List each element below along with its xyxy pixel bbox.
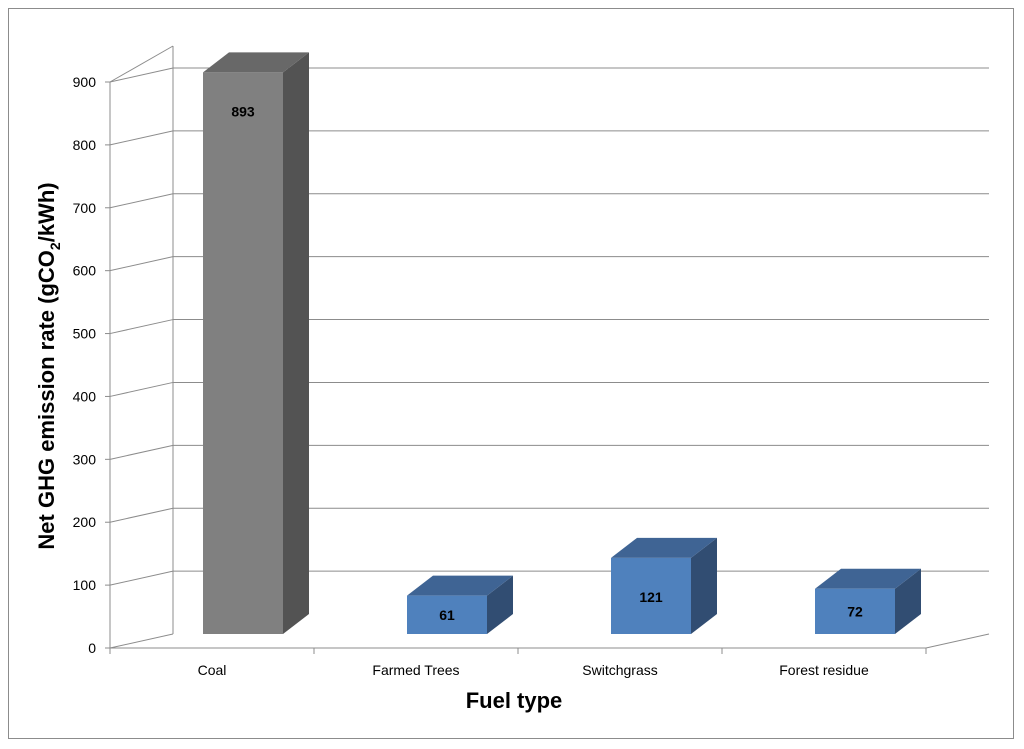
y-tick-label: 800 [73, 137, 97, 153]
bar [407, 595, 487, 634]
gridline-side [109, 319, 174, 335]
data-label: 121 [639, 589, 663, 605]
y-tick-label: 700 [73, 200, 97, 216]
y-tick-label: 500 [73, 326, 97, 342]
bar-side [895, 568, 921, 634]
x-axis-title: Fuel type [466, 688, 563, 713]
bar-side [691, 537, 717, 634]
y-axis-title: Net GHG emission rate (gCO2/kWh) [34, 182, 63, 549]
gridline-side [109, 507, 174, 523]
floor-edge [110, 633, 990, 649]
bar [203, 72, 283, 634]
gridline-side [109, 633, 174, 649]
gridline-side [109, 381, 174, 397]
bar-side [487, 575, 513, 634]
gridline-side [109, 444, 174, 460]
y-axis-title-main: Net GHG emission rate (gCO [34, 250, 59, 550]
y-axis-title-unit: /kWh) [34, 182, 59, 242]
x-tick-label: Coal [198, 662, 227, 678]
bar [611, 557, 691, 634]
data-label: 72 [847, 603, 863, 619]
bar-top [815, 568, 921, 589]
bar [815, 588, 895, 634]
gridline-side [109, 45, 174, 83]
y-tick-label: 300 [73, 451, 97, 467]
y-tick-label: 900 [73, 74, 97, 90]
y-axis-title-subscript: 2 [47, 242, 63, 250]
y-tick-label: 0 [88, 640, 96, 656]
y-tick-label: 100 [73, 577, 97, 593]
y-tick-label: 200 [73, 514, 97, 530]
bars-layer [203, 52, 921, 634]
gridline-side [109, 256, 174, 272]
bar-top [407, 575, 513, 596]
gridline-side [109, 67, 174, 83]
bar-top [203, 52, 309, 73]
bar-top [611, 537, 717, 558]
data-label: 61 [439, 607, 455, 623]
x-tick-label: Forest residue [779, 662, 869, 678]
gridline-side [109, 130, 174, 146]
x-tick-label: Farmed Trees [372, 662, 459, 678]
y-tick-label: 600 [73, 263, 97, 279]
y-tick-label: 400 [73, 388, 97, 404]
labels-layer: 0 100 200 300 400 500 600 700 800 900 Coal Farmed T… [73, 74, 869, 678]
gridline-side [109, 193, 174, 209]
data-label: 893 [231, 103, 255, 119]
gridline-side [109, 570, 174, 586]
x-tick-label: Switchgrass [582, 662, 657, 678]
bar-side [283, 52, 309, 634]
